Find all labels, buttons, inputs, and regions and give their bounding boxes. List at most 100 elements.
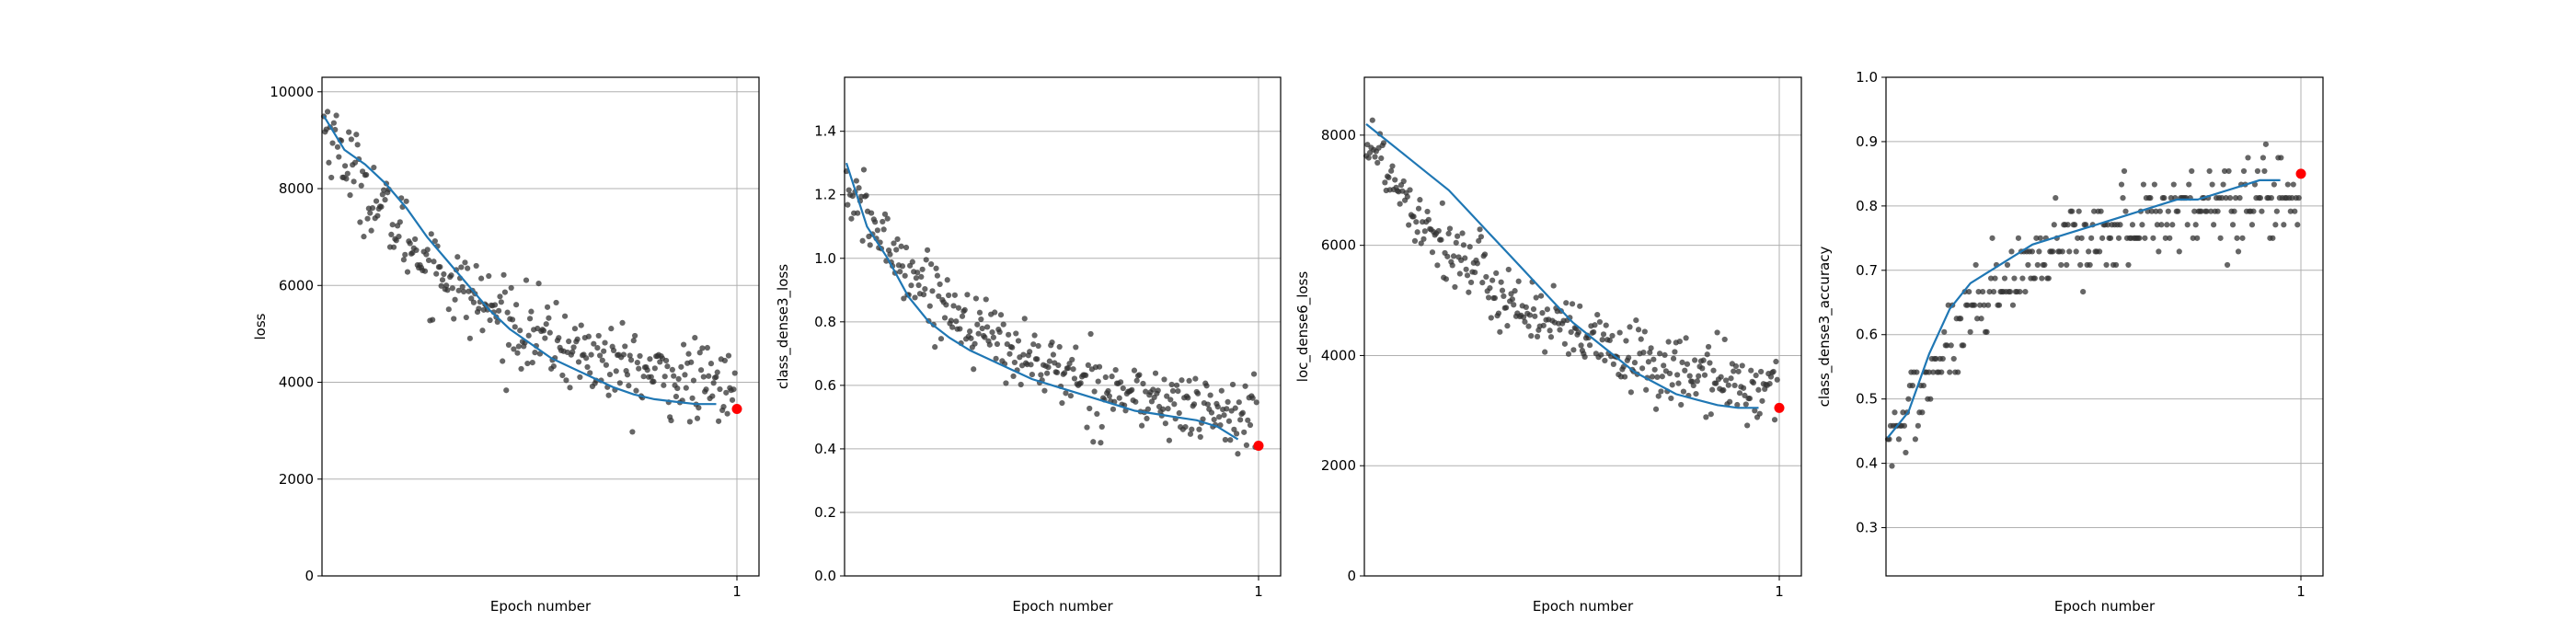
data-point xyxy=(1889,463,1895,469)
data-point xyxy=(1162,420,1168,427)
data-point xyxy=(431,237,438,245)
data-point xyxy=(2115,235,2122,241)
data-point xyxy=(620,351,627,358)
data-point xyxy=(908,282,914,289)
data-point xyxy=(1977,302,1984,308)
data-point xyxy=(937,336,945,342)
data-point xyxy=(640,374,647,380)
data-point xyxy=(1185,395,1191,401)
data-point xyxy=(1487,284,1493,292)
trend-line xyxy=(845,162,1239,441)
data-point xyxy=(1161,376,1167,383)
data-point xyxy=(532,350,538,356)
data-point xyxy=(452,296,458,303)
data-point xyxy=(1756,410,1763,417)
data-point xyxy=(1067,393,1074,399)
data-point xyxy=(1707,360,1713,366)
data-point xyxy=(1044,370,1051,376)
data-point xyxy=(694,415,701,421)
data-point xyxy=(1406,222,1412,228)
data-point xyxy=(2078,235,2085,241)
data-point xyxy=(363,171,370,178)
data-point xyxy=(880,226,887,233)
data-point xyxy=(2234,235,2240,241)
data-point xyxy=(463,314,469,321)
data-point xyxy=(1049,339,1055,346)
data-point xyxy=(526,316,534,322)
data-point xyxy=(1446,225,1454,232)
data-point xyxy=(2058,261,2064,269)
data-point xyxy=(867,242,873,248)
data-point xyxy=(444,287,451,293)
data-point xyxy=(894,236,901,243)
data-point xyxy=(619,319,626,326)
data-point xyxy=(650,378,657,385)
data-point xyxy=(996,328,1003,336)
data-point xyxy=(1129,386,1135,393)
data-point xyxy=(1995,302,2003,308)
data-point xyxy=(1438,236,1444,243)
data-point xyxy=(993,355,999,362)
data-point xyxy=(721,357,728,364)
data-point xyxy=(2112,261,2120,269)
data-point xyxy=(1520,314,1527,320)
data-point xyxy=(1242,383,1248,389)
data-point xyxy=(1658,388,1664,395)
data-point xyxy=(1694,378,1700,385)
data-point xyxy=(1117,379,1124,385)
data-point xyxy=(700,374,707,380)
data-point xyxy=(1208,409,1215,416)
data-point xyxy=(1443,276,1450,282)
data-point xyxy=(1945,302,1951,308)
data-point xyxy=(1144,406,1151,412)
data-point xyxy=(1739,362,1745,369)
data-point xyxy=(599,357,605,363)
data-point xyxy=(1984,302,1992,308)
data-point xyxy=(2268,195,2274,201)
data-point xyxy=(713,374,719,380)
data-point xyxy=(1651,366,1658,373)
data-point xyxy=(1030,341,1037,348)
data-point xyxy=(438,282,444,289)
data-point xyxy=(601,348,607,354)
data-point xyxy=(923,257,929,263)
data-point xyxy=(2198,208,2204,214)
data-point xyxy=(2107,235,2114,241)
data-point xyxy=(2278,155,2284,161)
data-point xyxy=(578,322,584,328)
data-point xyxy=(425,257,432,264)
data-point xyxy=(2294,222,2301,228)
data-point xyxy=(1886,436,1892,443)
data-point xyxy=(984,324,991,330)
data-point xyxy=(1485,294,1492,301)
data-point xyxy=(1649,374,1656,380)
data-point xyxy=(1938,369,1945,375)
data-point xyxy=(1091,388,1098,395)
data-point xyxy=(1627,389,1634,396)
data-point xyxy=(2154,222,2160,228)
data-point xyxy=(2019,275,2026,282)
data-point xyxy=(1512,288,1518,294)
data-point xyxy=(584,363,591,371)
data-point xyxy=(1699,365,1706,372)
data-point xyxy=(333,112,339,119)
data-point xyxy=(396,233,402,240)
data-point xyxy=(901,295,907,302)
data-point xyxy=(1992,275,1998,282)
data-point xyxy=(1459,230,1466,236)
data-point xyxy=(633,387,639,394)
data-point xyxy=(953,318,960,325)
data-point xyxy=(2069,208,2076,214)
data-point xyxy=(439,277,446,283)
data-point xyxy=(1192,375,1199,382)
data-point xyxy=(627,357,635,363)
data-point xyxy=(2004,261,2011,269)
data-point xyxy=(1631,360,1639,366)
x-axis-label: Epoch number xyxy=(2054,598,2156,615)
y-tick-label: 0.7 xyxy=(1856,262,1878,279)
data-point xyxy=(651,365,658,372)
data-point xyxy=(1528,333,1535,339)
data-point xyxy=(1214,403,1221,410)
data-point xyxy=(662,357,670,364)
data-point xyxy=(729,397,736,403)
